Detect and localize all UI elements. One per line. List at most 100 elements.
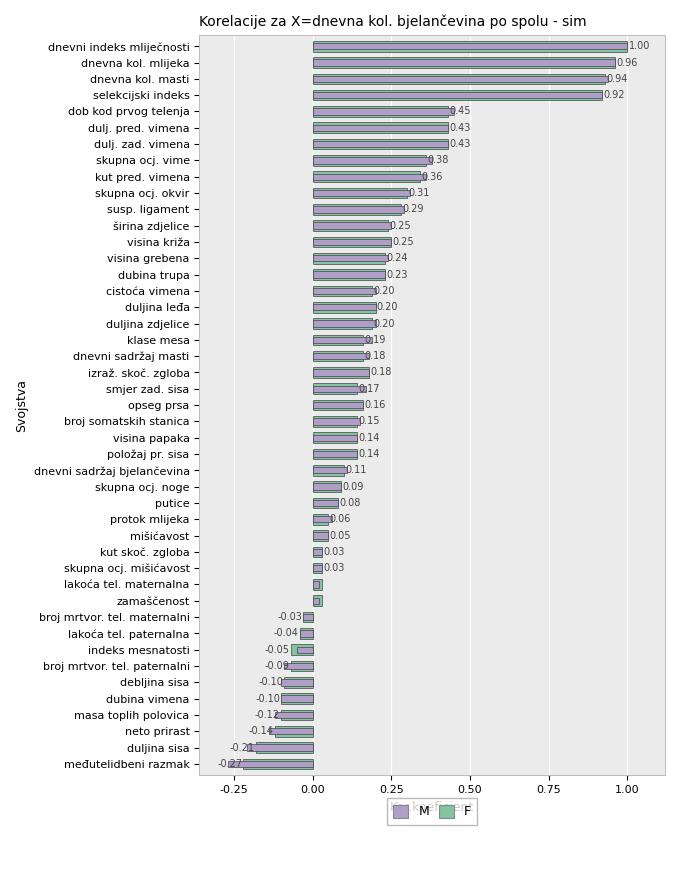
Text: 0.38: 0.38 [427,156,449,165]
Bar [313,204,401,215]
Bar [313,90,602,101]
Bar [313,109,454,115]
Text: 0.96: 0.96 [616,57,637,68]
Text: 0.15: 0.15 [358,416,379,427]
Bar [282,695,313,702]
Text: 0.11: 0.11 [345,465,367,475]
Bar [313,321,375,327]
Bar [313,318,373,328]
Bar [313,336,373,343]
Bar [313,581,319,587]
Text: 0.25: 0.25 [390,221,411,230]
Bar [313,386,366,392]
Bar [313,239,391,245]
Bar [313,595,322,606]
Bar [313,335,363,345]
Text: 0.20: 0.20 [374,319,395,328]
Text: -0.04: -0.04 [274,628,299,639]
Text: 0.09: 0.09 [342,481,364,492]
Bar [313,106,448,116]
Bar [313,563,322,574]
Bar [313,547,322,557]
Bar [313,123,448,133]
Bar [275,726,313,737]
Bar [313,92,602,98]
Bar [313,530,328,541]
Text: 0.24: 0.24 [386,253,408,263]
Bar [313,400,363,410]
Bar [313,124,448,131]
Bar [313,253,385,263]
Bar [313,353,369,359]
Text: 0.19: 0.19 [364,335,386,345]
Bar [313,221,388,231]
Bar [313,565,322,571]
Bar [313,41,627,51]
Bar [313,533,328,539]
Text: 0.29: 0.29 [402,204,424,215]
Bar [313,500,338,506]
Text: 0.43: 0.43 [449,139,471,149]
Text: -0.09: -0.09 [265,661,290,671]
Text: 0.17: 0.17 [358,384,379,394]
Text: -0.21: -0.21 [230,743,255,753]
Bar [313,481,341,492]
Bar [228,760,313,767]
Bar [313,579,322,590]
Bar [282,680,313,686]
Text: Korelacije za X=dnevna kol. bjelančevina po spolu - sim: Korelacije za X=dnevna kol. bjelančevina… [199,15,587,30]
Bar [313,433,357,443]
Bar [313,383,357,394]
Bar [313,465,344,475]
Text: -0.14: -0.14 [249,726,273,736]
Bar [313,448,357,460]
Bar [313,598,319,604]
Bar [313,157,432,163]
Bar [313,76,609,82]
Text: 0.03: 0.03 [324,563,345,574]
Bar [297,647,313,653]
Text: -0.12: -0.12 [255,710,280,720]
Text: 0.43: 0.43 [449,123,471,133]
Bar [313,59,615,66]
Bar [313,139,448,149]
Bar [303,612,313,622]
Text: 1.00: 1.00 [628,41,650,51]
Bar [243,759,313,769]
Bar [313,188,407,198]
Bar [313,416,357,427]
Text: 0.05: 0.05 [330,531,351,541]
Bar [313,483,341,490]
Bar [313,141,448,147]
Bar [313,498,338,508]
Text: 0.20: 0.20 [374,286,395,296]
Text: 0.18: 0.18 [364,351,386,362]
Bar [313,286,373,296]
Bar [313,468,347,474]
Bar [313,451,357,457]
Bar [313,401,363,408]
Text: 0.45: 0.45 [449,107,471,116]
Bar [269,728,313,734]
Text: 0.31: 0.31 [408,188,430,198]
Bar [313,369,369,375]
Bar [256,742,313,753]
Bar [313,269,385,280]
Text: -0.05: -0.05 [265,645,290,654]
Bar [313,43,627,50]
X-axis label: Kor.koeficient: Kor.koeficient [390,800,475,813]
Bar [313,548,322,555]
Bar [313,174,426,180]
Text: 0.03: 0.03 [324,547,345,557]
Bar [313,74,605,84]
Bar [247,745,313,751]
Text: 0.06: 0.06 [330,514,351,524]
Text: 0.25: 0.25 [392,237,414,247]
Bar [313,304,375,310]
Text: 0.14: 0.14 [358,449,379,459]
Text: 0.20: 0.20 [377,302,398,312]
Bar [290,645,313,655]
Text: 0.23: 0.23 [386,269,408,280]
Text: -0.03: -0.03 [277,612,302,622]
Bar [313,288,375,294]
